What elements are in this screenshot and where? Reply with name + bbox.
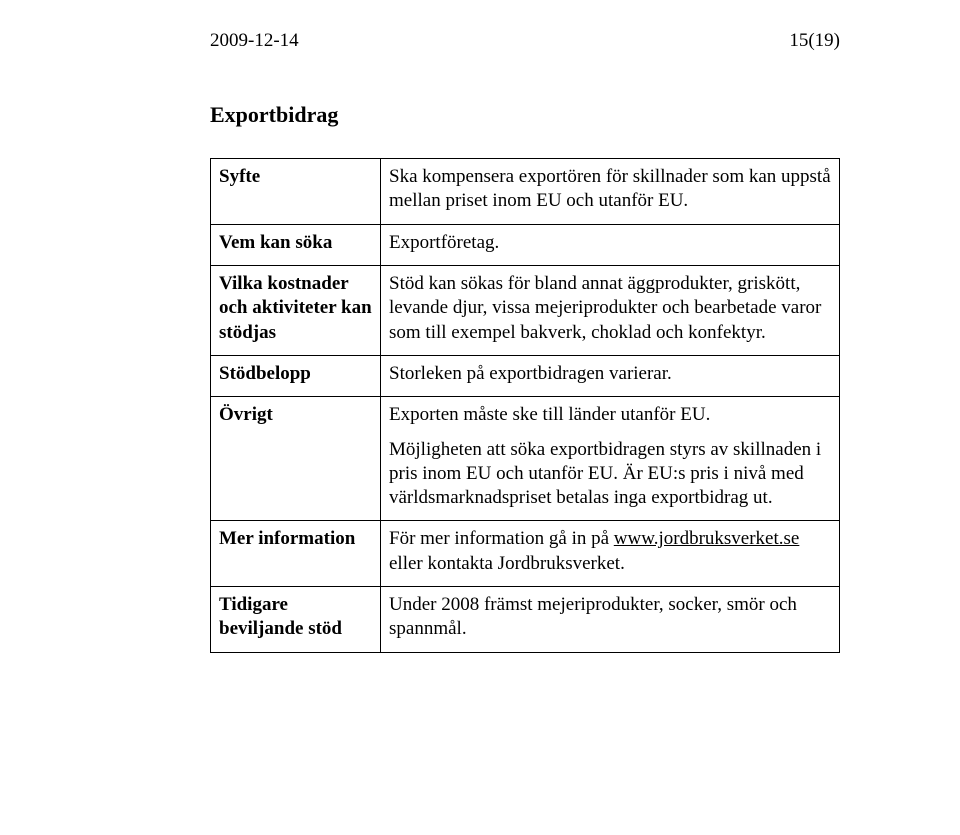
section-title: Exportbidrag — [210, 102, 840, 128]
row-value: Ska kompensera exportören för skillnader… — [381, 159, 840, 225]
external-link[interactable]: www.jordbruksverket.se — [614, 528, 800, 549]
row-value: För mer information gå in på www.jordbru… — [381, 521, 840, 587]
row-value: Exportföretag. — [381, 224, 840, 265]
text-before-link: För mer information gå in på — [389, 528, 614, 549]
table-row: Tidigare beviljande stödUnder 2008 främs… — [211, 587, 840, 653]
row-value-paragraph: Ska kompensera exportören för skillnader… — [389, 165, 831, 214]
page-header: 2009-12-14 15(19) — [210, 30, 840, 52]
row-value-paragraph: Möjligheten att söka exportbidragen styr… — [389, 438, 831, 511]
row-label: Stödbelopp — [211, 355, 381, 396]
row-label: Vilka kostnader och aktiviteter kan stöd… — [211, 265, 381, 355]
row-value-paragraph: Stöd kan sökas för bland annat äggproduk… — [389, 272, 831, 345]
table-row: SyfteSka kompensera exportören för skill… — [211, 159, 840, 225]
row-value-paragraph: Exportföretag. — [389, 231, 831, 255]
row-label: Syfte — [211, 159, 381, 225]
row-value-paragraph: Under 2008 främst mejeriprodukter, socke… — [389, 593, 831, 642]
row-value: Under 2008 främst mejeriprodukter, socke… — [381, 587, 840, 653]
row-value: Storleken på exportbidragen varierar. — [381, 355, 840, 396]
text-after-link: eller kontakta Jordbruksverket. — [389, 553, 625, 574]
table-row: Övrigt Exporten måste ske till länder uta… — [211, 397, 840, 521]
table-row: Vilka kostnader och aktiviteter kan stöd… — [211, 265, 840, 355]
table-row: Mer informationFör mer information gå in… — [211, 521, 840, 587]
row-label: Övrigt — [211, 397, 381, 521]
table-body: SyfteSka kompensera exportören för skill… — [211, 159, 840, 653]
table-row: Stödbelopp Storleken på exportbidragen va… — [211, 355, 840, 396]
row-value-paragraph: För mer information gå in på www.jordbru… — [389, 527, 831, 576]
row-value-paragraph: Exporten måste ske till länder utanför E… — [389, 403, 831, 427]
row-value-paragraph: Storleken på exportbidragen varierar. — [389, 362, 831, 386]
document-page: 2009-12-14 15(19) Exportbidrag SyfteSka … — [0, 0, 960, 693]
row-label: Vem kan söka — [211, 224, 381, 265]
row-label: Tidigare beviljande stöd — [211, 587, 381, 653]
row-value: Stöd kan sökas för bland annat äggproduk… — [381, 265, 840, 355]
row-value: Exporten måste ske till länder utanför E… — [381, 397, 840, 521]
header-page-number: 15(19) — [789, 30, 840, 52]
table-row: Vem kan söka Exportföretag. — [211, 224, 840, 265]
header-date: 2009-12-14 — [210, 30, 299, 52]
row-label: Mer information — [211, 521, 381, 587]
content-table: SyfteSka kompensera exportören för skill… — [210, 158, 840, 653]
